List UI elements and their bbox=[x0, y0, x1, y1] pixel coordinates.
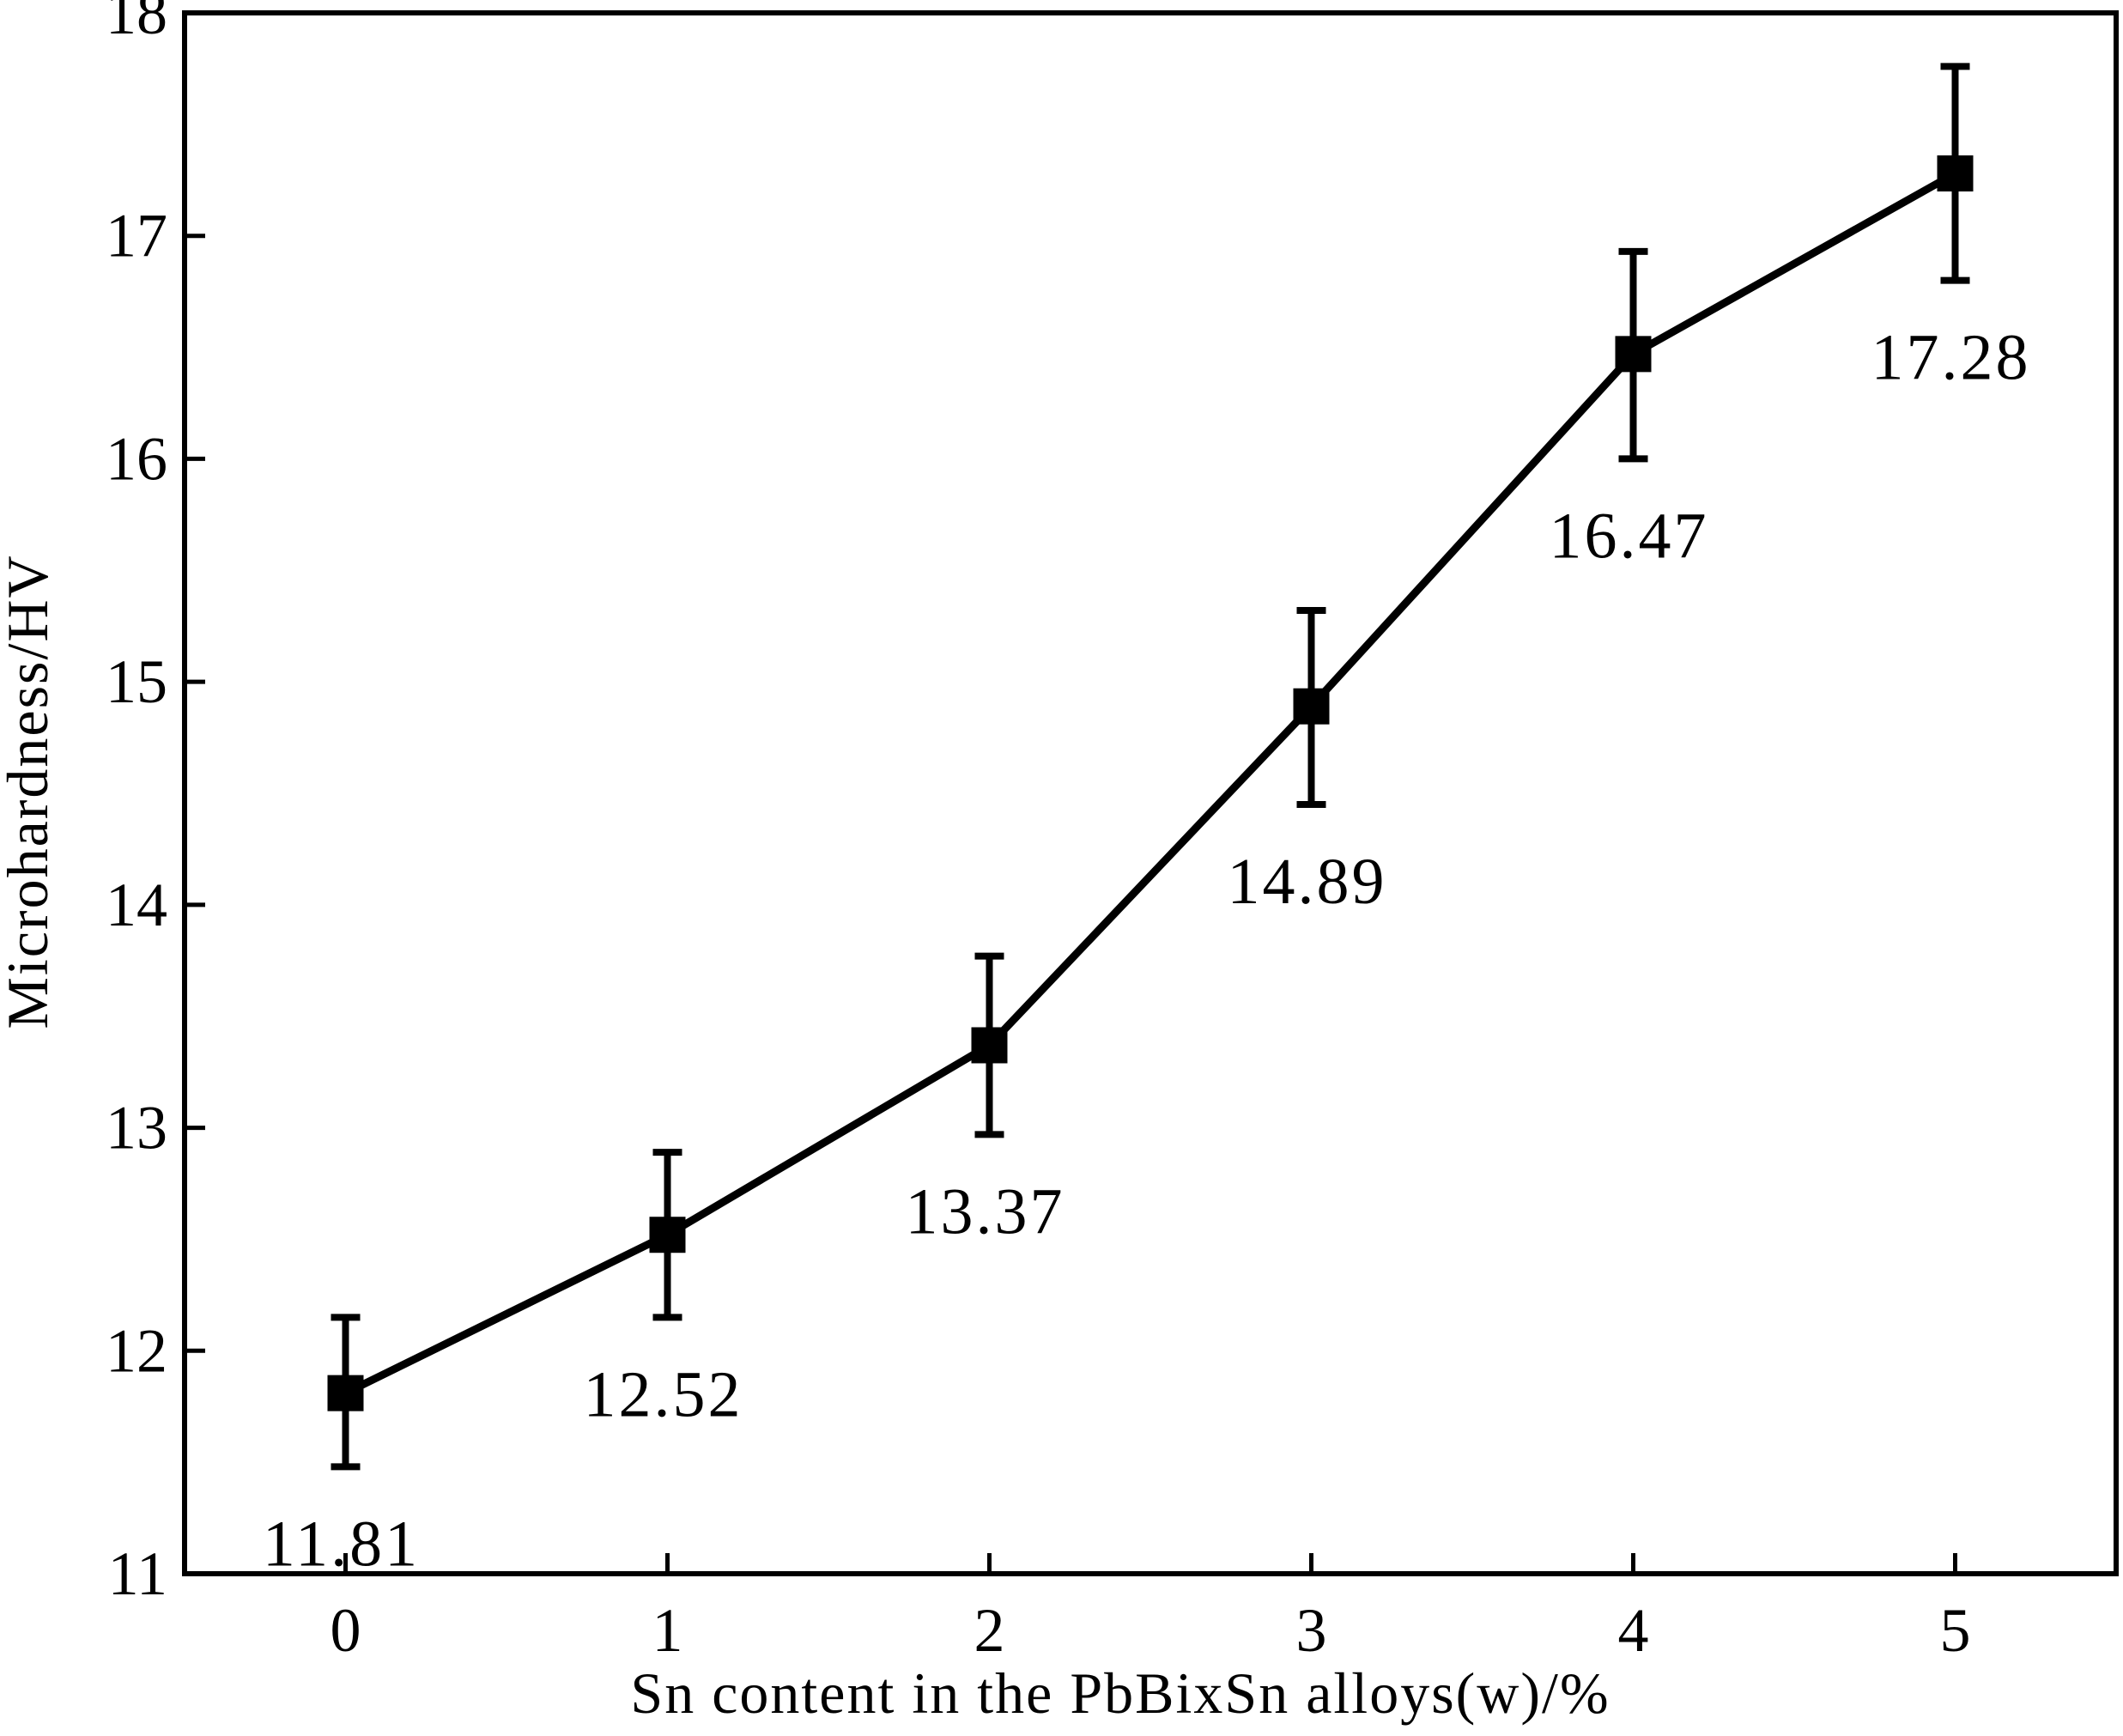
x-tick-label: 0 bbox=[331, 1596, 361, 1665]
x-tick-label: 1 bbox=[652, 1596, 683, 1665]
data-label: 13.37 bbox=[906, 1175, 1065, 1247]
y-tick-label: 13 bbox=[106, 1094, 167, 1162]
y-tick-label: 15 bbox=[106, 647, 167, 716]
x-tick-label: 3 bbox=[1296, 1596, 1327, 1665]
data-markers bbox=[327, 155, 1974, 1411]
x-axis-label: Sn content in the PbBixSn alloys(w)/% bbox=[630, 1660, 1610, 1726]
data-point-marker bbox=[1937, 155, 1974, 191]
y-tick-label: 12 bbox=[106, 1316, 167, 1385]
y-tick-label: 14 bbox=[106, 871, 167, 939]
x-tick-label: 4 bbox=[1618, 1596, 1649, 1665]
y-tick-label: 18 bbox=[106, 0, 167, 47]
x-tick-label: 2 bbox=[974, 1596, 1005, 1665]
y-axis-label: Microhardness/HV bbox=[0, 554, 60, 1029]
data-point-marker bbox=[1293, 688, 1330, 725]
y-tick-label: 17 bbox=[106, 202, 167, 270]
y-tick-label: 11 bbox=[108, 1539, 167, 1608]
data-labels: 11.81 12.52 13.37 14.89 16.47 17.28 bbox=[263, 322, 2031, 1581]
data-point-marker bbox=[971, 1027, 1008, 1064]
data-label: 12.52 bbox=[584, 1358, 743, 1430]
data-point-marker bbox=[1615, 336, 1652, 373]
error-bars bbox=[331, 63, 1970, 1471]
x-axis-ticks: 0 1 2 3 4 5 bbox=[331, 1553, 1971, 1665]
y-axis-ticks: 11 12 13 14 15 16 17 18 bbox=[106, 0, 205, 1608]
data-point-marker bbox=[649, 1217, 686, 1253]
data-label: 16.47 bbox=[1550, 500, 1709, 572]
x-tick-label: 5 bbox=[1940, 1596, 1971, 1665]
plot-frame bbox=[182, 10, 2119, 1576]
y-tick-label: 16 bbox=[106, 424, 167, 493]
data-label: 11.81 bbox=[263, 1508, 420, 1580]
data-point-marker bbox=[327, 1375, 364, 1411]
data-label: 14.89 bbox=[1228, 846, 1387, 918]
series-line bbox=[343, 170, 1957, 1397]
data-label: 17.28 bbox=[1871, 322, 2031, 394]
